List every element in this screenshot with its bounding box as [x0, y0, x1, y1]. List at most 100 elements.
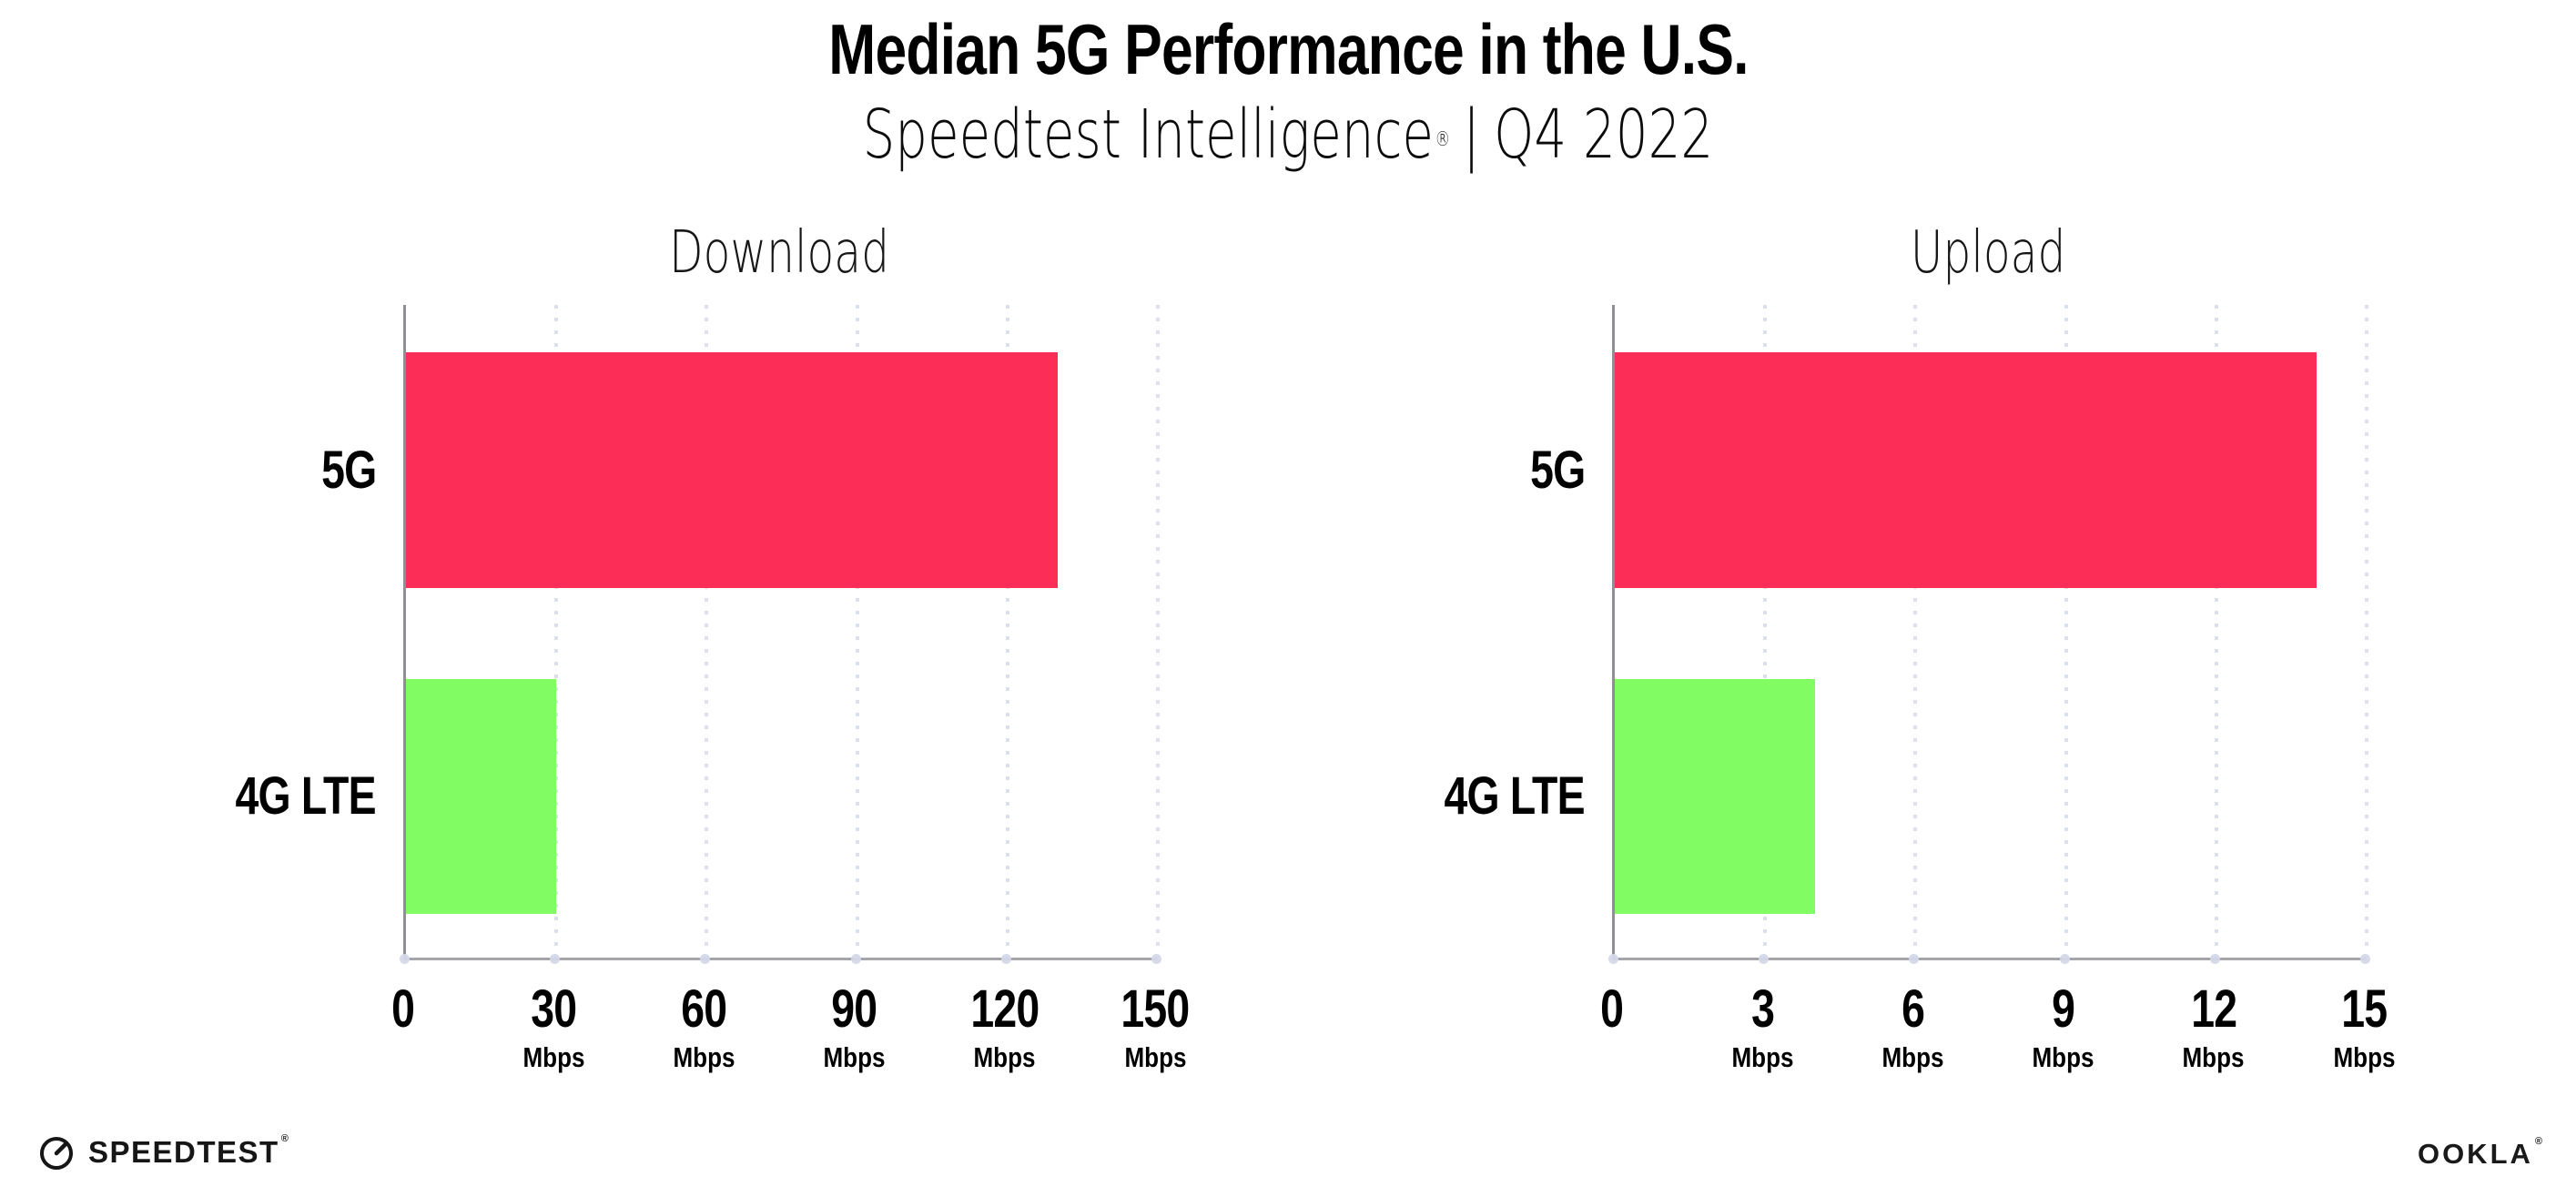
tick-unit-text: Mbps — [1124, 1041, 1186, 1073]
page-title: Median 5G Performance in the U.S. — [0, 4, 2576, 95]
tick-unit-text: Mbps — [673, 1041, 735, 1073]
upload-category-label-text: 5G — [1529, 440, 1586, 500]
download-bar-5g — [406, 352, 1058, 588]
download-category-label-text: 5G — [320, 440, 377, 500]
download-tick-value-30: 30 — [453, 981, 654, 1038]
download-tick-label-150: 150 Mbps — [1055, 981, 1255, 1078]
tick-number-text: 0 — [1600, 979, 1624, 1039]
tick-number-text: 9 — [2052, 979, 2075, 1039]
download-chart-title-text: Download — [669, 219, 889, 287]
gridline-12 — [2214, 305, 2218, 958]
gridline-150 — [1156, 305, 1160, 958]
tick-unit-text: Mbps — [1731, 1041, 1794, 1073]
download-category-label-4g-lte: 4G LTE — [66, 755, 377, 838]
download-tick-label-30: 30 Mbps — [453, 981, 654, 1078]
upload-bar-5g — [1615, 352, 2317, 588]
subtitle-separator: | — [1463, 96, 1481, 174]
tick-number-text: 15 — [2340, 979, 2388, 1039]
upload-tick-value-6: 6 — [1812, 981, 2013, 1038]
tick-unit-text: Mbps — [1881, 1041, 1944, 1073]
axis-tick-dot-0 — [1608, 954, 1618, 964]
tick-unit-text: Mbps — [973, 1041, 1036, 1073]
upload-tick-unit-12: Mbps — [2114, 1038, 2314, 1078]
upload-chart-title: Upload — [1612, 217, 2364, 289]
gridline-60 — [705, 305, 709, 958]
upload-tick-value-9: 9 — [1963, 981, 2164, 1038]
axis-tick-dot-60 — [700, 954, 711, 964]
download-tick-unit-120: Mbps — [905, 1038, 1105, 1078]
gridline-30 — [554, 305, 559, 958]
tick-unit-text: Mbps — [823, 1041, 886, 1073]
ookla-registered-mark: ® — [2534, 1136, 2545, 1147]
axis-tick-dot-90 — [850, 954, 861, 964]
speedtest-registered-mark: ® — [280, 1133, 290, 1144]
ookla-logo-text: OOKLA — [2417, 1138, 2533, 1170]
upload-tick-value-12: 12 — [2114, 981, 2314, 1038]
tick-number-text: 90 — [831, 979, 878, 1039]
download-category-label-text: 4G LTE — [235, 766, 377, 826]
upload-tick-label-9: 9 Mbps — [1963, 981, 2164, 1078]
tick-unit-text: Mbps — [2333, 1041, 2395, 1073]
subtitle-period: Q4 2022 — [1494, 96, 1714, 174]
registered-mark: ® — [1435, 128, 1451, 151]
axis-tick-dot-15 — [2360, 954, 2370, 964]
upload-category-label-text: 4G LTE — [1444, 766, 1586, 826]
upload-tick-label-3: 3 Mbps — [1662, 981, 1862, 1078]
gridline-90 — [855, 305, 859, 958]
speedtest-logo-text: SPEEDTEST ® — [88, 1133, 290, 1169]
download-category-label-5g: 5G — [66, 429, 377, 512]
page-title-text: Median 5G Performance in the U.S. — [827, 9, 1749, 89]
tick-number-text: 6 — [1901, 979, 1925, 1039]
tick-unit-text: Mbps — [522, 1041, 585, 1073]
gridline-9 — [2064, 305, 2068, 958]
tick-unit-text: Mbps — [2182, 1041, 2245, 1073]
download-chart-title: Download — [403, 217, 1155, 289]
axis-tick-dot-120 — [1000, 954, 1011, 964]
download-tick-value-0: 0 — [303, 981, 503, 1038]
tick-number-text: 60 — [681, 979, 727, 1039]
upload-chart-title-text: Upload — [1910, 219, 2066, 287]
upload-tick-value-15: 15 — [2264, 981, 2464, 1038]
page-subtitle-text: Speedtest Intelligence® | Q4 2022 — [863, 93, 1714, 177]
axis-tick-dot-150 — [1151, 954, 1161, 964]
gridline-6 — [1913, 305, 1918, 958]
upload-bar-4g-lte — [1615, 679, 1816, 914]
download-tick-value-150: 150 — [1055, 981, 1255, 1038]
download-tick-label-0: 0 — [303, 981, 503, 1038]
upload-category-label-4g-lte: 4G LTE — [1275, 755, 1586, 838]
axis-tick-dot-9 — [2059, 954, 2070, 964]
download-tick-label-120: 120 Mbps — [905, 981, 1105, 1078]
download-tick-unit-150: Mbps — [1055, 1038, 1255, 1078]
upload-tick-value-3: 3 — [1662, 981, 1862, 1038]
speedtest-gauge-icon — [40, 1137, 73, 1170]
download-tick-label-90: 90 Mbps — [755, 981, 955, 1078]
upload-tick-value-0: 0 — [1512, 981, 1712, 1038]
download-plot-area — [400, 305, 1161, 964]
download-tick-unit-60: Mbps — [603, 1038, 804, 1078]
upload-tick-label-12: 12 Mbps — [2114, 981, 2314, 1078]
page-subtitle: Speedtest Intelligence® | Q4 2022 — [0, 93, 2576, 177]
upload-category-label-5g: 5G — [1275, 429, 1586, 512]
download-tick-unit-90: Mbps — [755, 1038, 955, 1078]
tick-unit-text: Mbps — [2032, 1041, 2094, 1073]
tick-number-text: 150 — [1121, 979, 1190, 1039]
tick-number-text: 30 — [531, 979, 577, 1039]
download-tick-value-90: 90 — [755, 981, 955, 1038]
upload-tick-unit-15: Mbps — [2264, 1038, 2464, 1078]
tick-number-text: 0 — [391, 979, 415, 1039]
tick-number-text: 12 — [2190, 979, 2237, 1039]
axis-tick-dot-6 — [1909, 954, 1920, 964]
upload-tick-label-6: 6 Mbps — [1812, 981, 2013, 1078]
upload-tick-unit-9: Mbps — [1963, 1038, 2164, 1078]
download-bar-4g-lte — [406, 679, 557, 914]
axis-tick-dot-0 — [400, 954, 410, 964]
download-tick-value-60: 60 — [603, 981, 804, 1038]
speedtest-logo: SPEEDTEST ® — [36, 1132, 290, 1172]
tick-number-text: 3 — [1750, 979, 1775, 1039]
axis-tick-dot-30 — [550, 954, 561, 964]
upload-tick-unit-6: Mbps — [1812, 1038, 2013, 1078]
tick-number-text: 120 — [970, 979, 1040, 1039]
